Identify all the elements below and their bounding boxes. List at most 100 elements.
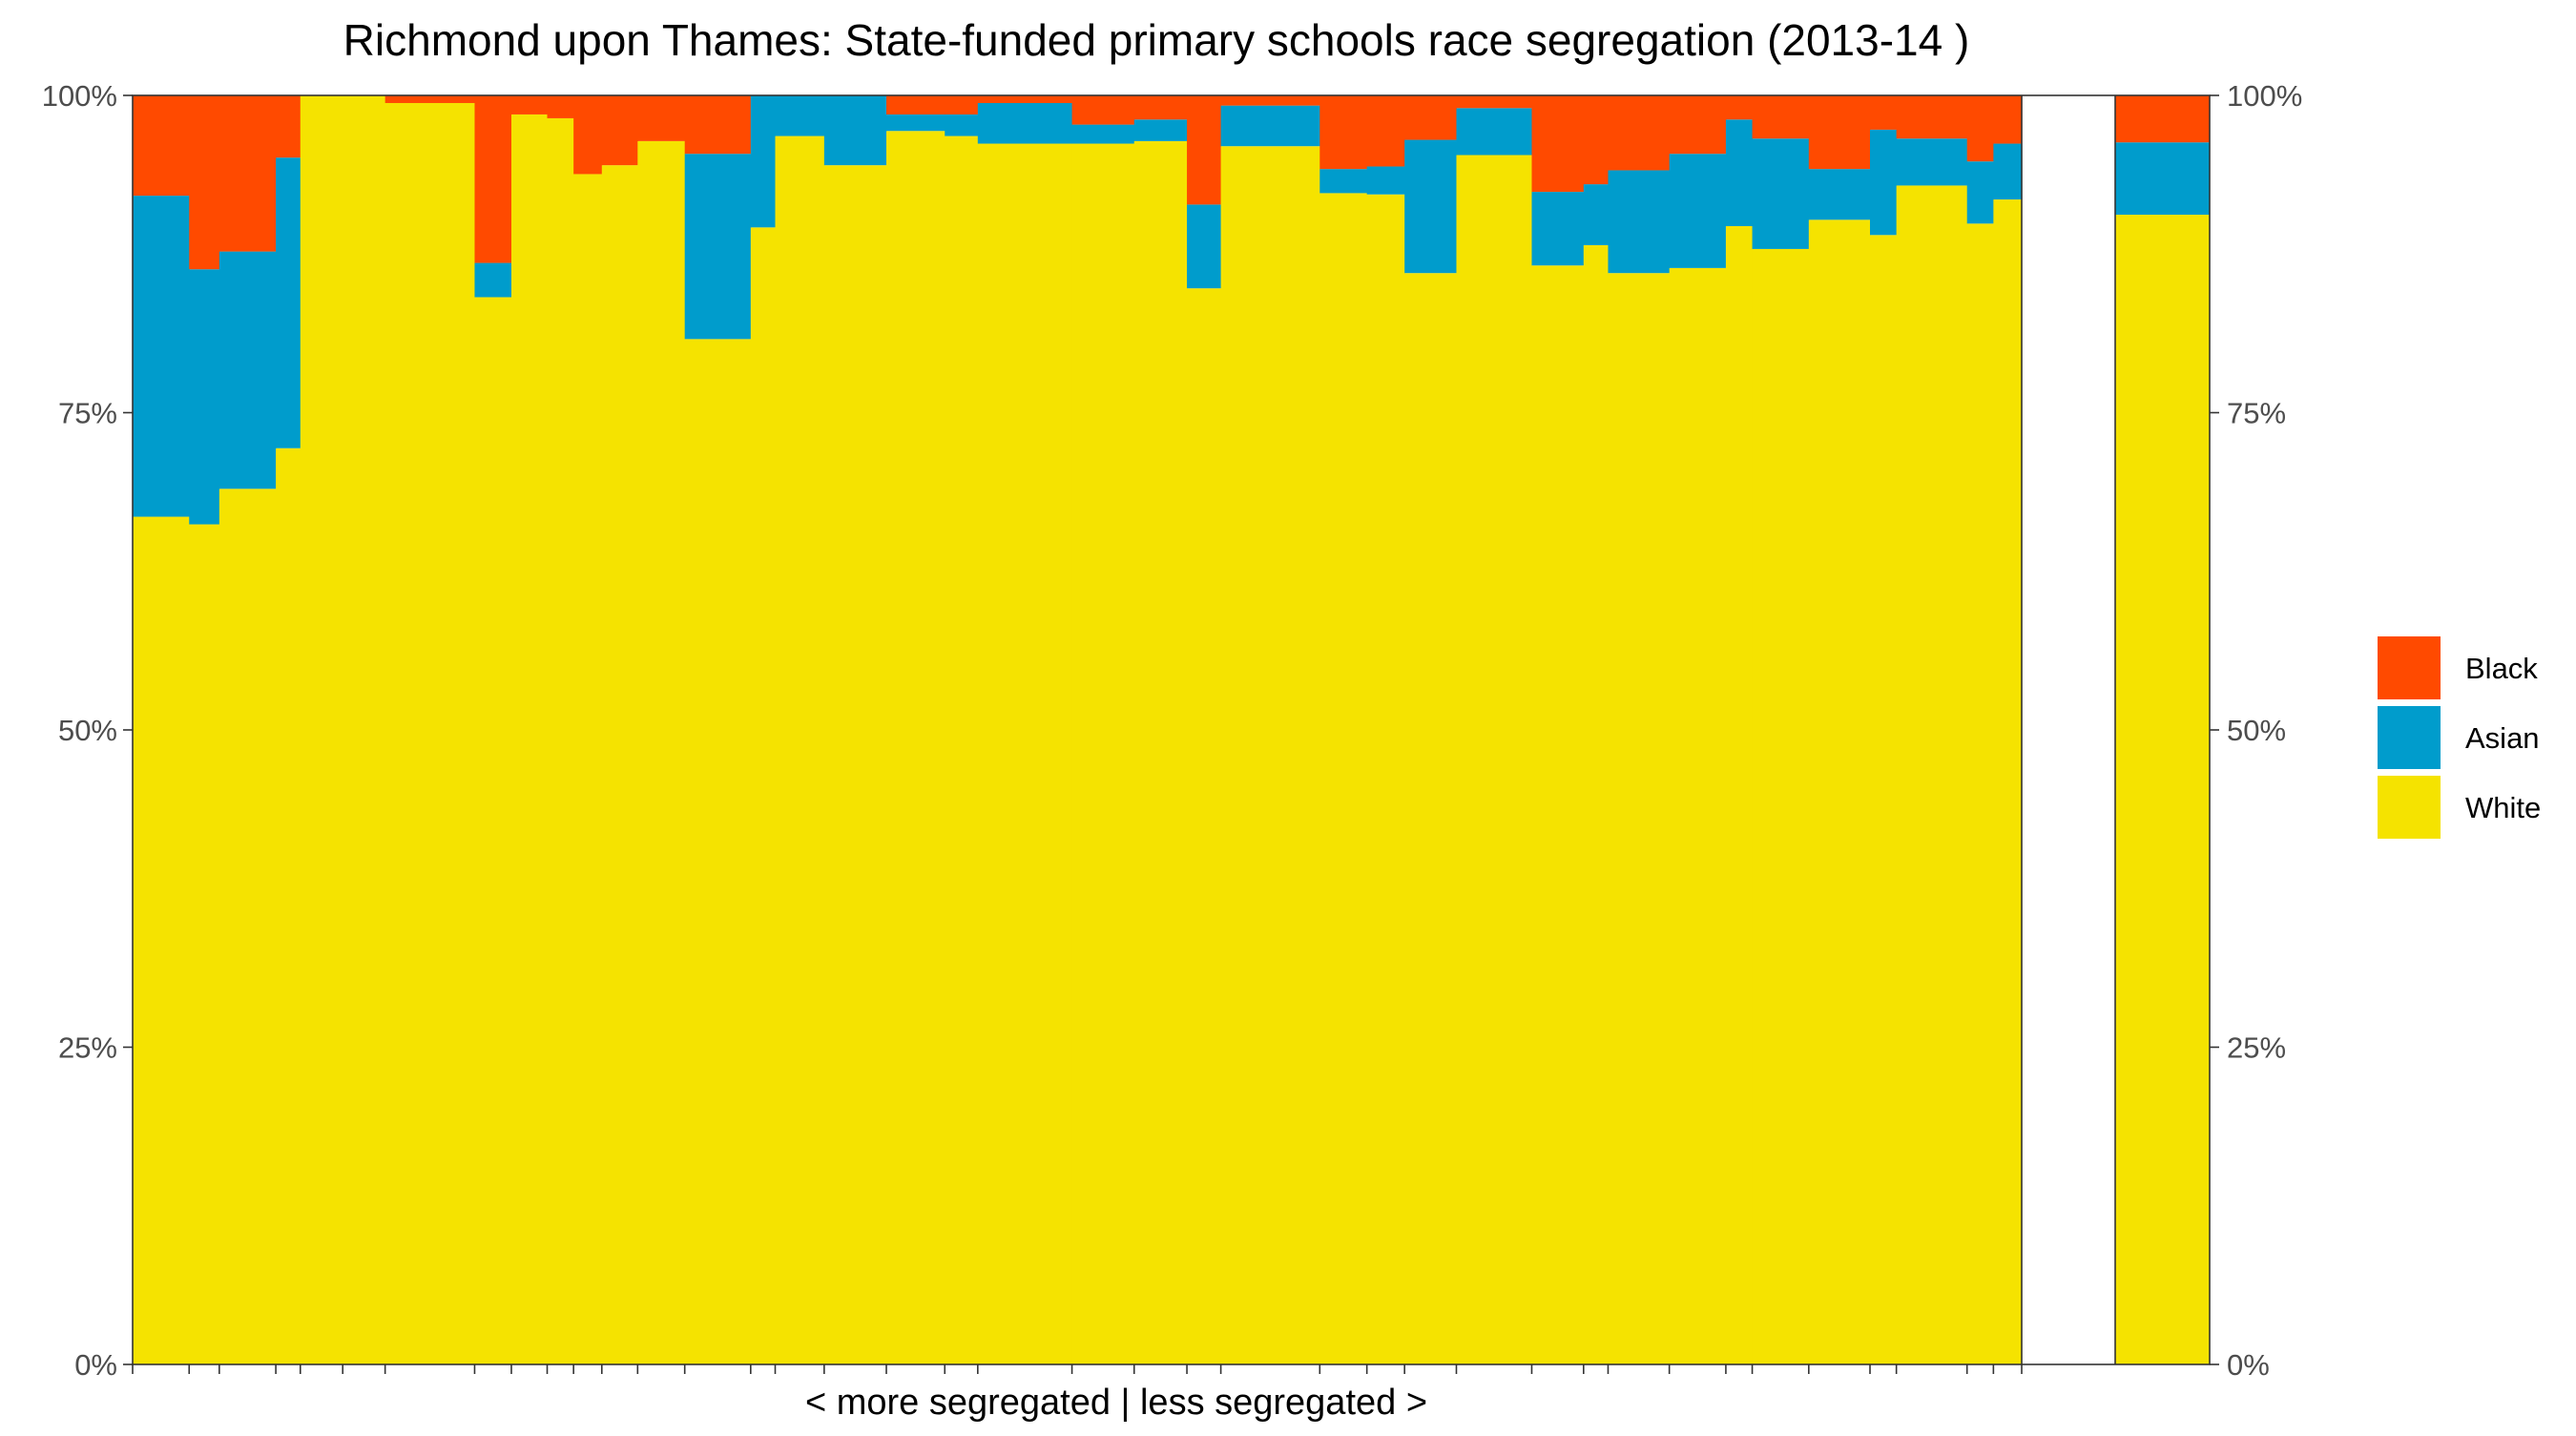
bar-school-19-black [945, 95, 979, 114]
y-tick-label-left: 25% [58, 1031, 117, 1065]
bar-school-29-white [1531, 265, 1585, 1365]
x-axis-title: < more segregated | less segregated > [805, 1383, 1427, 1423]
bar-school-35-white [1808, 219, 1871, 1365]
bar-school-2-asian [189, 269, 220, 525]
bar-school-14-asian [684, 154, 752, 340]
bar-school-18-black [886, 95, 945, 114]
legend-label-black: Black [2465, 652, 2538, 685]
bar-school-32-white [1669, 267, 1727, 1364]
bar-school-27-black [1404, 95, 1458, 140]
bar-school-21-black [1071, 95, 1135, 125]
bar-school-8-black [474, 95, 512, 263]
bar-school-16-white [775, 135, 825, 1364]
bar-school-31-asian [1608, 170, 1671, 274]
bar-school-25-asian [1319, 169, 1368, 194]
bar-school-29-asian [1531, 192, 1585, 266]
bar-school-8-asian [474, 262, 512, 298]
bar-school-22-white [1133, 140, 1188, 1364]
bar-school-11-white [573, 174, 603, 1365]
bar-school-12-black [601, 95, 638, 166]
bar-school-23-asian [1187, 204, 1222, 289]
bar-school-17-white [823, 165, 887, 1364]
bar-school-4-black [276, 95, 301, 158]
bar-school-37-asian [1896, 138, 1968, 186]
bar-school-38-asian [1966, 161, 1994, 224]
y-tick-label-right: 0% [2227, 1348, 2270, 1382]
bar-school-2-black [189, 95, 220, 270]
bar-school-3-asian [218, 251, 277, 489]
bar-school-34-black [1752, 95, 1810, 139]
bar-school-20-white [977, 143, 1073, 1364]
bar-school-39-white [1993, 199, 2023, 1364]
y-tick-label-left: 100% [42, 79, 117, 113]
bar-school-9-white [510, 114, 549, 1365]
bar-school-3-white [218, 489, 277, 1364]
y-tick-label-left: 75% [58, 397, 117, 430]
bar-school-10-black [547, 95, 574, 118]
bar-school-5-white [300, 95, 343, 1364]
bar-school-19-white [945, 135, 979, 1364]
bar-school-35-black [1808, 95, 1871, 170]
bar-school-8-white [474, 297, 512, 1365]
bar-school-18-white [886, 131, 945, 1365]
bar-school-19-asian [945, 114, 979, 136]
bar-school-16-asian [775, 95, 825, 136]
bar-school-24-black [1220, 95, 1320, 106]
bar-school-12-white [601, 165, 638, 1364]
bar-school-14-black [684, 95, 752, 155]
bar-school-39-asian [1993, 143, 2023, 200]
bar-school-27-white [1404, 273, 1458, 1365]
bar-school-21-white [1071, 143, 1135, 1364]
bar-school-33-asian [1725, 119, 1754, 226]
bar-school-20-black [977, 95, 1073, 103]
legend-label-asian: Asian [2465, 721, 2540, 755]
bar-school-26-white [1366, 194, 1405, 1365]
bar-school-27-asian [1404, 139, 1458, 274]
bar-school-37-white [1896, 185, 1968, 1365]
bar-school-36-asian [1870, 129, 1898, 236]
bar-school-38-black [1966, 95, 1994, 162]
legend-key-white [2378, 776, 2441, 839]
bar-school-26-black [1366, 95, 1405, 167]
bar-school-35-asian [1808, 169, 1871, 220]
bar-school-22-black [1133, 95, 1188, 120]
y-tick-label-right: 100% [2227, 79, 2302, 113]
bar-school-28-white [1456, 155, 1533, 1364]
bar-school-30-white [1583, 244, 1610, 1365]
bar-school-36-white [1870, 235, 1898, 1364]
bar-school-13-black [637, 95, 686, 141]
bar-school-4-asian [276, 157, 301, 448]
bar-school-3-black [218, 95, 277, 252]
bar-school-30-black [1583, 95, 1610, 185]
bar-school-28-black [1456, 95, 1533, 109]
bar-school-21-asian [1071, 124, 1135, 144]
bar-school-9-black [510, 95, 549, 114]
chart-title: Richmond upon Thames: State-funded prima… [343, 15, 1970, 65]
legend-key-black [2378, 636, 2441, 699]
bars-layer [133, 95, 2210, 1365]
bar-school-33-black [1725, 95, 1754, 120]
bar-school-14-white [684, 339, 752, 1364]
bar-school-25-black [1319, 95, 1368, 170]
bar-school-1-asian [133, 196, 190, 517]
bar-school-36-black [1870, 95, 1898, 130]
bar-school-26-asian [1366, 166, 1405, 195]
y-tick-label-left: 50% [58, 714, 117, 747]
bar-school-23-white [1187, 288, 1222, 1364]
bar-school-24-asian [1220, 105, 1320, 147]
bar-school-23-black [1187, 95, 1222, 205]
bar-school-32-asian [1669, 154, 1727, 268]
legend-label-white: White [2465, 791, 2541, 824]
bar-school-20-asian [977, 102, 1073, 144]
bar-school-32-black [1669, 95, 1727, 155]
bar-school-17-asian [823, 95, 887, 166]
bar-school-34-white [1752, 248, 1810, 1365]
bar-school-15-white [750, 227, 777, 1364]
bar-school-24-white [1220, 146, 1320, 1365]
bar-school-34-asian [1752, 138, 1810, 249]
bar-school-2-white [189, 524, 220, 1364]
legend: Black Asian White [2378, 636, 2541, 839]
axes-layer: 0% 0% 25% 25% 50% 50% 75% 75% 100% 100% [42, 79, 2303, 1382]
